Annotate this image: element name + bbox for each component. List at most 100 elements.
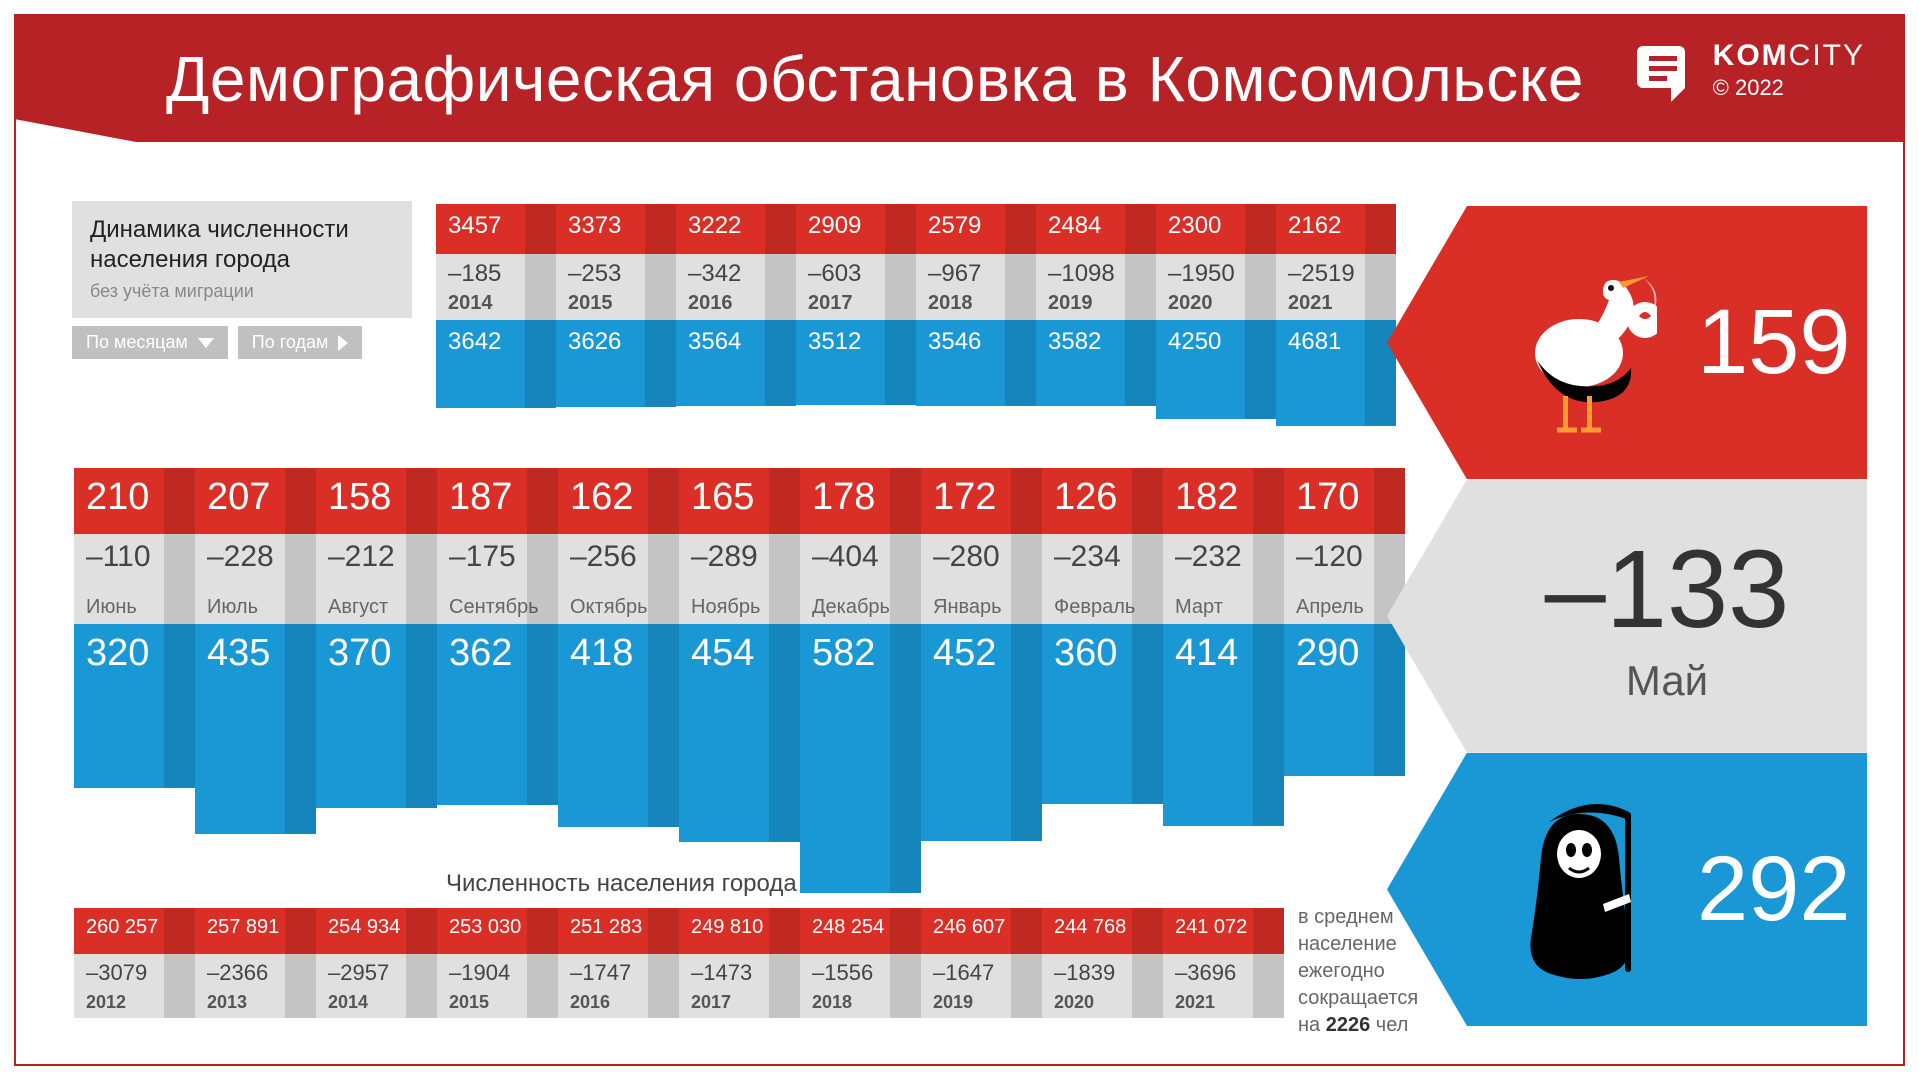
monthly-net-cell: –404Декабрь: [800, 534, 921, 624]
yearly-births-value: 2484: [1048, 212, 1101, 240]
reaper-icon: [1507, 794, 1657, 984]
monthly-label: Июнь: [86, 596, 137, 619]
yearly-net-cell: –185 2014: [436, 254, 556, 320]
yearly-label: 2019: [1048, 292, 1093, 315]
legend-title-l1: Динамика численности: [90, 215, 394, 245]
stork-icon: [1507, 248, 1657, 438]
monthly-deaths-value: 362: [449, 632, 512, 675]
monthly-births-value: 210: [86, 476, 149, 519]
monthly-births-cell: 210: [74, 468, 195, 534]
monthly-label: Март: [1175, 596, 1223, 619]
yearly-deaths-value: 4681: [1288, 328, 1341, 356]
monthly-label: Ноябрь: [691, 596, 760, 619]
logo-icon: [1635, 38, 1699, 102]
monthly-births-cell: 187: [437, 468, 558, 534]
header-bar: Демографическая обстановка в Комсомольск…: [16, 16, 1903, 142]
population-label: 2017: [691, 992, 731, 1013]
monthly-births-cell: 165: [679, 468, 800, 534]
months-button-label: По месяцам: [86, 332, 188, 353]
yearly-label: 2018: [928, 292, 973, 315]
monthly-births-value: 162: [570, 476, 633, 519]
monthly-label: Февраль: [1054, 596, 1135, 619]
years-button[interactable]: По годам: [238, 326, 363, 359]
monthly-label: Сентябрь: [449, 596, 539, 619]
yearly-label: 2016: [688, 292, 733, 315]
population-net-value: –2957: [328, 960, 389, 986]
months-button[interactable]: По месяцам: [72, 326, 228, 359]
monthly-net-cell: –232 Март: [1163, 534, 1284, 624]
monthly-births-cell: 158: [316, 468, 437, 534]
legend-title-l2: населения города: [90, 245, 394, 275]
yearly-deaths-value: 3642: [448, 328, 501, 356]
monthly-net-cell: –228Июль: [195, 534, 316, 624]
legend-title-box: Динамика численности населения города бе…: [72, 201, 412, 318]
population-label: 2018: [812, 992, 852, 1013]
yearly-deaths-value: 3546: [928, 328, 981, 356]
yearly-births-cell: 2909: [796, 204, 916, 254]
population-births-cell: 241 072: [1163, 908, 1284, 954]
monthly-deaths-value: 370: [328, 632, 391, 675]
population-net-value: –1556: [812, 960, 873, 986]
monthly-deaths-cell: 418: [558, 624, 679, 827]
yearly-births-cell: 3373: [556, 204, 676, 254]
monthly-deaths-cell: 362: [437, 624, 558, 805]
monthly-net-value: –175: [449, 540, 516, 574]
population-label: 2014: [328, 992, 368, 1013]
yearly-deaths-value: 3626: [568, 328, 621, 356]
population-label: 2015: [449, 992, 489, 1013]
population-net-cell: –1473 2017: [679, 954, 800, 1018]
population-label: 2012: [86, 992, 126, 1013]
population-net-value: –3696: [1175, 960, 1236, 986]
population-births-value: 241 072: [1175, 916, 1247, 939]
population-births-value: 249 810: [691, 916, 763, 939]
monthly-births-value: 126: [1054, 476, 1117, 519]
monthly-deaths-value: 320: [86, 632, 149, 675]
legend-subtitle: без учёта миграции: [90, 281, 394, 302]
yearly-births-cell: 2579: [916, 204, 1036, 254]
yearly-net-cell: –9672018: [916, 254, 1036, 320]
population-births-value: 251 283: [570, 916, 642, 939]
monthly-net-cell: –175 Сентябрь: [437, 534, 558, 624]
monthly-net-cell: –289Ноябрь: [679, 534, 800, 624]
yearly-deaths-cell: 3564: [676, 320, 796, 406]
monthly-net-value: –404: [812, 540, 879, 574]
population-label: 2013: [207, 992, 247, 1013]
yearly-births-value: 2162: [1288, 212, 1341, 240]
monthly-deaths-value: 452: [933, 632, 996, 675]
yearly-deaths-cell: 4250: [1156, 320, 1276, 419]
brand-name: KOMCITY: [1713, 39, 1865, 73]
population-net-value: –3079: [86, 960, 147, 986]
monthly-deaths-cell: 582: [800, 624, 921, 893]
yearly-net-value: –185: [448, 260, 501, 288]
monthly-births-value: 187: [449, 476, 512, 519]
summary-panel: 159 –133 Май 2: [1387, 206, 1867, 1026]
population-label: 2021: [1175, 992, 1215, 1013]
monthly-deaths-cell: 435: [195, 624, 316, 834]
monthly-label: Январь: [933, 596, 1002, 619]
monthly-deaths-value: 418: [570, 632, 633, 675]
yearly-births-value: 3373: [568, 212, 621, 240]
yearly-births-cell: 3457: [436, 204, 556, 254]
monthly-label: Июль: [207, 596, 258, 619]
yearly-births-cell: 2484: [1036, 204, 1156, 254]
summary-births-value: 159: [1697, 290, 1851, 395]
population-net-value: –1473: [691, 960, 752, 986]
yearly-label: 2015: [568, 292, 613, 315]
monthly-net-value: –232: [1175, 540, 1242, 574]
yearly-label: 2014: [448, 292, 493, 315]
population-label: 2020: [1054, 992, 1094, 1013]
yearly-deaths-cell: 3546: [916, 320, 1036, 406]
monthly-deaths-value: 435: [207, 632, 270, 675]
yearly-births-value: 3222: [688, 212, 741, 240]
population-births-cell: 257 891: [195, 908, 316, 954]
yearly-net-value: –603: [808, 260, 861, 288]
population-net-cell: –19042015: [437, 954, 558, 1018]
yearly-net-value: –253: [568, 260, 621, 288]
population-net-cell: –18392020: [1042, 954, 1163, 1018]
yearly-net-cell: –19502020: [1156, 254, 1276, 320]
population-births-cell: 251 283: [558, 908, 679, 954]
yearly-deaths-cell: 3582: [1036, 320, 1156, 406]
yearly-net-value: –342: [688, 260, 741, 288]
monthly-net-cell: –110Июнь: [74, 534, 195, 624]
population-label: 2016: [570, 992, 610, 1013]
